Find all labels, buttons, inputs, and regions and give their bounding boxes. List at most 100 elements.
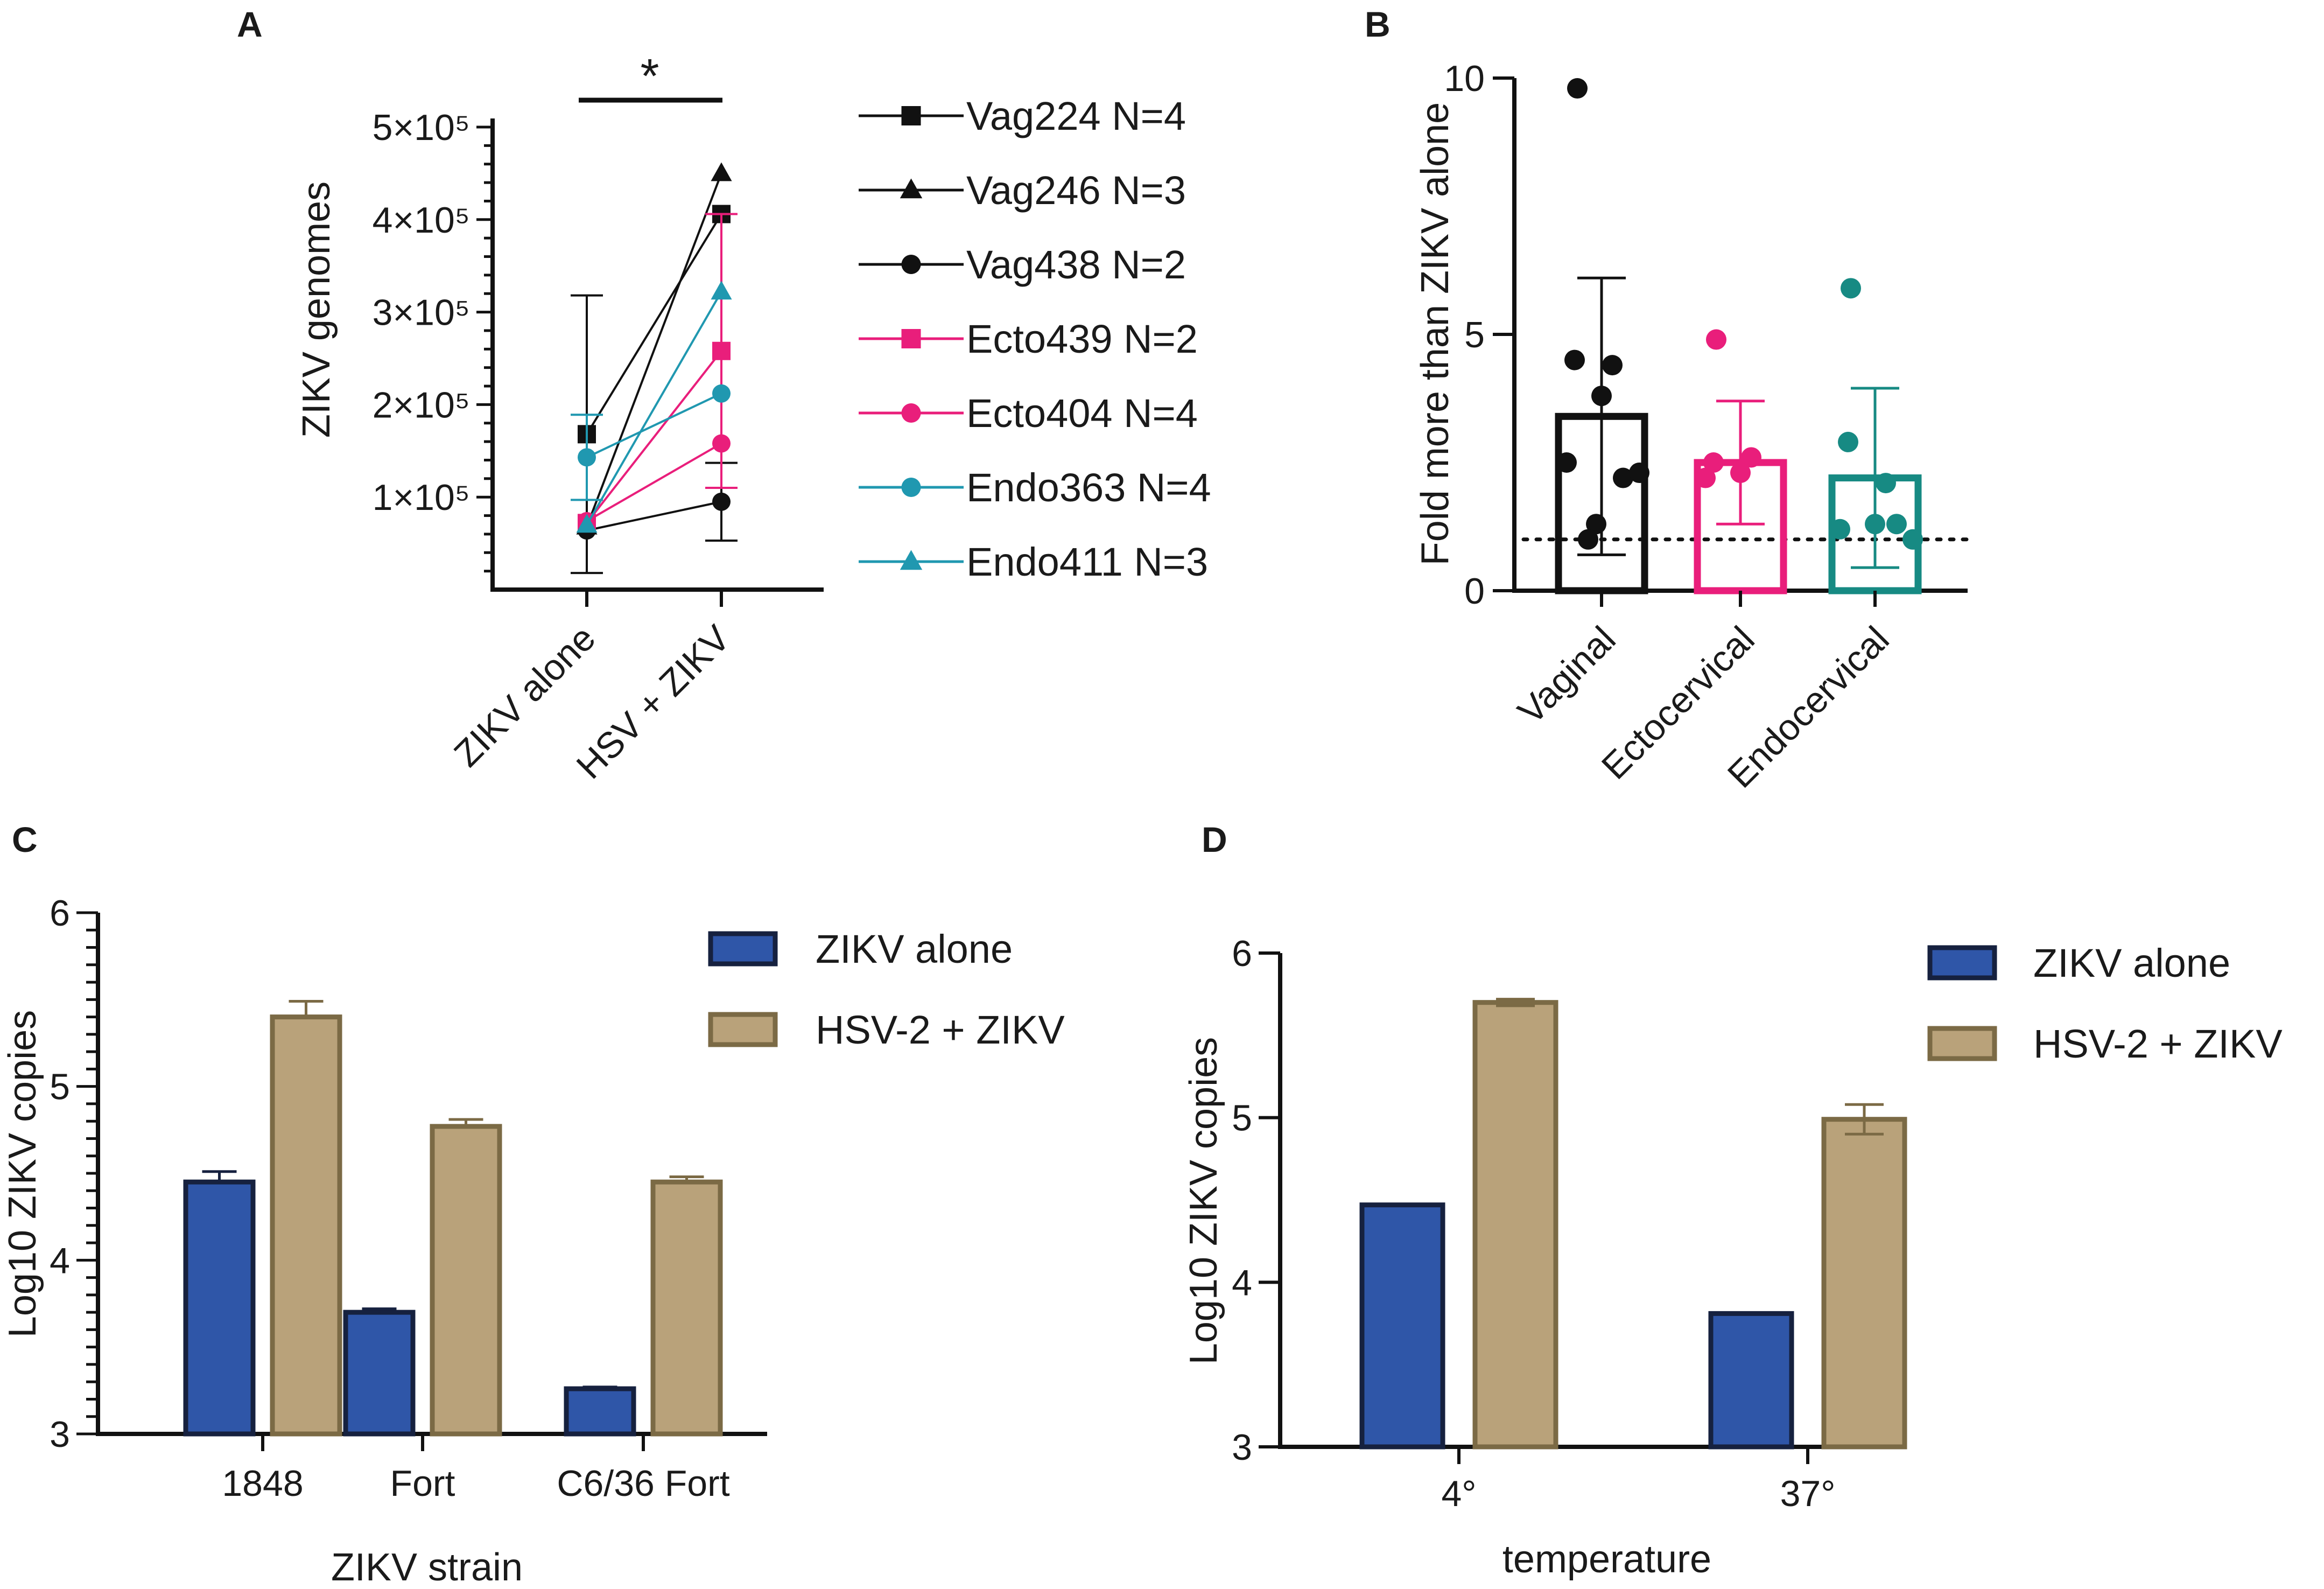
- panel-c-y-axis-title: Log10 ZIKV copies: [1, 1010, 44, 1338]
- panel-a-y-tick-label: 1×10⁵: [373, 477, 470, 518]
- panel-d-bar: [1821, 1117, 1907, 1450]
- panel-a-point: [712, 434, 731, 453]
- panel-d-bar: [1708, 1311, 1794, 1450]
- panel-a-point: [711, 281, 732, 300]
- panel-d-x-tick-label: 37°: [1780, 1473, 1836, 1514]
- panel-c-y-tick-label: 3: [50, 1414, 70, 1455]
- panel-a-legend-label: Endo411 N=3: [966, 540, 1208, 584]
- panel-d-y-tick-label: 5: [1232, 1098, 1252, 1139]
- panel-d-y-tick-label: 3: [1232, 1427, 1252, 1468]
- panel-a-y-tick-label: 5×10⁵: [373, 107, 470, 148]
- panel-a-series-line: [586, 392, 722, 459]
- panel-b-y-axis-title: Fold more than ZIKV alone: [1414, 102, 1457, 565]
- panel-a-significance-star: *: [640, 50, 659, 103]
- panel-a-legend-marker: [901, 329, 921, 348]
- panel-a-legend-marker: [901, 106, 921, 125]
- panel-d-x-axis-title: temperature: [1502, 1538, 1711, 1581]
- panel-d-bar: [1472, 1000, 1558, 1450]
- panel-c-y-tick-label: 4: [50, 1240, 70, 1281]
- panel-a-point: [576, 514, 598, 533]
- panel-c-legend-label: ZIKV alone: [816, 927, 1013, 971]
- panel-a-legend-marker: [901, 478, 921, 497]
- panel-a-legend-label: Vag246 N=3: [966, 168, 1186, 213]
- panel-letter-c: C: [12, 820, 38, 859]
- panel-a-series-line: [586, 173, 722, 527]
- panel-a-point: [712, 384, 731, 403]
- panel-d: 3 4 5 6 Log10 ZIKV copies 4° 37° temperature ZIK…: [1182, 933, 2283, 1581]
- panel-b-data-point: [1586, 514, 1606, 535]
- panel-b-data-point: [1703, 452, 1724, 473]
- panel-b-data-point: [1730, 463, 1751, 484]
- panel-b-data-point: [1886, 514, 1907, 535]
- panel-c-legend-swatch: [708, 931, 778, 967]
- panel-b-data-point: [1629, 463, 1649, 484]
- panel-c: 3 4 5 6 Log10 ZIKV copies 1848 Fort C6/36 Fort Z…: [1, 893, 1065, 1589]
- panel-b-data-point: [1578, 529, 1598, 550]
- panel-a-y-tick-label: 3×10⁵: [373, 292, 470, 333]
- panel-d-y-axis-title: Log10 ZIKV copies: [1182, 1037, 1225, 1364]
- panel-b-data-point: [1741, 447, 1761, 468]
- panel-b-data-point: [1602, 355, 1623, 376]
- panel-a-series-line: [586, 350, 722, 524]
- panel-letter-b: B: [1365, 4, 1391, 44]
- panel-c-x-tick-label: C6/36 Fort: [557, 1463, 729, 1504]
- panel-d-y-tick-label: 6: [1232, 933, 1252, 974]
- panel-b-data-point: [1876, 473, 1896, 494]
- panel-b-x-tick-label: Vaginal: [1510, 619, 1624, 732]
- panel-c-x-axis-title: ZIKV strain: [331, 1546, 523, 1589]
- panel-a-series-line: [586, 213, 722, 435]
- panel-a-legend-marker: [901, 255, 921, 274]
- panel-c-x-tick-label: Fort: [390, 1463, 455, 1504]
- panel-c-x-tick-label: 1848: [222, 1463, 303, 1504]
- panel-letter-a: A: [237, 4, 263, 44]
- panel-a-legend-label: Vag224 N=4: [966, 94, 1186, 138]
- panel-a-legend-marker: [900, 550, 923, 570]
- panel-d-y-tick-label: 4: [1232, 1262, 1252, 1303]
- panel-a-legend-marker: [901, 403, 921, 423]
- panel-c-bar: [650, 1179, 723, 1437]
- panel-b-data-point: [1830, 519, 1850, 540]
- panel-a-y-tick-label: 4×10⁵: [373, 200, 470, 241]
- panel-d-bar: [1359, 1202, 1445, 1450]
- panel-b-data-point: [1613, 467, 1633, 488]
- panel-b-y-tick-label: 0: [1464, 571, 1485, 612]
- panel-a-point: [578, 448, 596, 467]
- panel-c-legend-label: HSV-2 + ZIKV: [816, 1007, 1065, 1052]
- panel-b-data-point: [1591, 386, 1612, 407]
- panel-b-data-point: [1706, 329, 1726, 350]
- panel-a-series-line: [586, 442, 722, 522]
- panel-a-point: [712, 341, 731, 360]
- panel-b-data-point: [1865, 514, 1885, 535]
- panel-a-legend-label: Vag438 N=2: [966, 242, 1186, 287]
- panel-b-y-tick-label: 5: [1464, 314, 1485, 355]
- panel-c-bar: [183, 1179, 256, 1437]
- panel-c-y-tick-label: 5: [50, 1067, 70, 1108]
- panel-c-bar: [343, 1310, 416, 1437]
- panel-a-legend-label: Ecto439 N=2: [966, 317, 1198, 361]
- panel-b-y-tick-label: 10: [1444, 58, 1485, 99]
- panel-a-legend-label: Endo363 N=4: [966, 465, 1211, 510]
- panel-b-data-point: [1564, 349, 1585, 370]
- panel-d-legend-swatch: [1927, 1026, 1997, 1061]
- panel-b-data-point: [1838, 431, 1858, 452]
- panel-a-y-axis-title: ZIKV genomes: [295, 181, 338, 438]
- panel-d-legend-swatch: [1927, 945, 1997, 981]
- panel-a-legend-label: Ecto404 N=4: [966, 391, 1198, 436]
- panel-letter-d: D: [1202, 820, 1227, 859]
- panel-c-y-tick-label: 6: [50, 893, 70, 934]
- panel-d-x-tick-label: 4°: [1441, 1473, 1476, 1514]
- panel-b-data-point: [1556, 452, 1577, 473]
- panel-a-y-tick-label: 2×10⁵: [373, 384, 470, 425]
- panel-c-bar: [430, 1124, 502, 1437]
- panel-a-point: [712, 492, 731, 511]
- panel-b-data-point: [1841, 278, 1861, 299]
- panel-a-series-line: [586, 500, 722, 532]
- panel-a-point: [711, 162, 732, 181]
- panel-b-data-point: [1567, 78, 1588, 99]
- panel-a-legend-marker: [900, 178, 923, 199]
- panel-d-legend-label: HSV-2 + ZIKV: [2033, 1021, 2283, 1066]
- panel-d-legend-label: ZIKV alone: [2033, 941, 2230, 985]
